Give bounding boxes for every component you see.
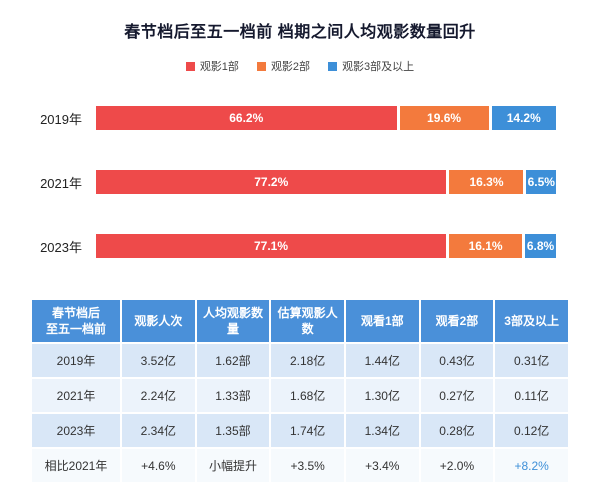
table-cell: 1.62部 <box>196 344 270 378</box>
bar-track: 77.2% 16.3% 6.5% <box>96 170 556 194</box>
bar-segment-watched-1: 66.2% <box>96 106 397 130</box>
header-cell-watched-3plus: 3部及以上 <box>495 300 568 343</box>
table-cell: 0.28亿 <box>420 414 494 448</box>
legend-item-watched-2: 观影2部 <box>256 58 311 74</box>
bar-row-2019: 2019年 66.2% 19.6% 14.2% <box>34 106 556 130</box>
table-cell: 2.34亿 <box>122 414 195 448</box>
table-row-vs-2021: 相比2021年 +4.6% 小幅提升 +3.5% +3.4% +2.0% +8.… <box>32 449 568 483</box>
legend-swatch-orange <box>256 61 266 71</box>
bar-value-label: 16.1% <box>468 239 503 253</box>
table-cell: +2.0% <box>420 449 494 483</box>
table-cell: 1.44亿 <box>345 344 419 378</box>
page-title: 春节档后至五一档前 档期之间人均观影数量回升 <box>124 24 476 41</box>
table-row-2021: 2021年 2.24亿 1.33部 1.68亿 1.30亿 0.27亿 0.11… <box>32 379 568 413</box>
row-label: 2021年 <box>32 379 120 413</box>
header-cell-period: 春节档后 至五一档前 <box>32 300 120 343</box>
table-cell: +3.4% <box>345 449 419 483</box>
legend-label: 观影1部 <box>199 61 239 73</box>
legend-item-watched-1: 观影1部 <box>185 58 239 74</box>
header-line-1: 春节档后 <box>51 306 100 320</box>
legend-swatch-blue <box>328 61 338 71</box>
table-cell: 0.27亿 <box>420 379 494 413</box>
stacked-bar-chart: 2019年 66.2% 19.6% 14.2% 2021年 77.2% 16.3… <box>0 106 600 258</box>
table-cell: 0.43亿 <box>420 344 494 378</box>
legend-label: 观影2部 <box>270 61 311 73</box>
table-row-2023: 2023年 2.34亿 1.35部 1.74亿 1.34亿 0.28亿 0.12… <box>32 414 568 448</box>
table-cell: 2.18亿 <box>271 344 344 378</box>
bar-value-label: 16.3% <box>469 175 504 189</box>
table-cell: 1.35部 <box>196 414 270 448</box>
header-cell-avg-count: 人均观影数量 <box>196 300 270 343</box>
bar-row-2023: 2023年 77.1% 16.1% 6.8% <box>34 234 556 258</box>
bar-segment-watched-3plus: 14.2% <box>491 106 556 130</box>
bar-segment-watched-2: 16.1% <box>449 234 523 258</box>
table-cell: 小幅提升 <box>196 449 270 483</box>
row-label: 相比2021年 <box>32 449 120 483</box>
bar-category-label: 2021年 <box>40 175 82 191</box>
bar-segment-watched-2: 19.6% <box>399 106 489 130</box>
bar-segment-watched-1: 77.1% <box>96 234 447 258</box>
bar-value-label: 19.6% <box>427 111 462 125</box>
bar-track: 77.1% 16.1% 6.8% <box>96 234 556 258</box>
header-cell-admissions: 观影人次 <box>122 300 195 343</box>
table-cell: +4.6% <box>122 449 195 483</box>
data-table: 春节档后 至五一档前 观影人次 人均观影数量 估算观影人数 观看1部 观看2部 … <box>30 298 570 484</box>
bar-segment-watched-1: 77.2% <box>96 170 447 194</box>
table-cell: 0.12亿 <box>495 414 568 448</box>
bar-value-label: 14.2% <box>506 111 541 125</box>
table-cell: 1.68亿 <box>271 379 344 413</box>
bar-segment-watched-3plus: 6.8% <box>525 234 556 258</box>
table-header-row: 春节档后 至五一档前 观影人次 人均观影数量 估算观影人数 观看1部 观看2部 … <box>32 300 568 343</box>
table-row-2019: 2019年 3.52亿 1.62部 2.18亿 1.44亿 0.43亿 0.31… <box>32 344 568 378</box>
table-cell: 1.33部 <box>196 379 270 413</box>
legend-swatch-red <box>185 61 195 71</box>
header-line-2: 至五一档前 <box>45 322 106 337</box>
row-label: 2019年 <box>32 344 120 378</box>
row-label: 2023年 <box>32 414 120 448</box>
bar-segment-watched-2: 16.3% <box>449 170 524 194</box>
table-cell: 3.52亿 <box>122 344 195 378</box>
table-cell: 2.24亿 <box>122 379 195 413</box>
header-cell-watched-2: 观看2部 <box>420 300 494 343</box>
header-cell-estimated-viewers: 估算观影人数 <box>271 300 344 343</box>
bar-category-label: 2023年 <box>40 239 82 255</box>
bar-value-label: 6.5% <box>527 175 555 189</box>
bar-category-label: 2019年 <box>40 111 82 127</box>
bar-value-label: 77.1% <box>254 239 289 253</box>
table-cell: 0.11亿 <box>495 379 568 413</box>
legend-item-watched-3plus: 观影3部及以上 <box>328 58 414 74</box>
bar-value-label: 77.2% <box>254 175 289 189</box>
legend: 观影1部 观影2部 观影3部及以上 <box>0 58 600 74</box>
legend-label: 观影3部及以上 <box>342 61 415 73</box>
bar-value-label: 6.8% <box>526 239 555 253</box>
table-cell: +3.5% <box>271 449 344 483</box>
table-cell: 0.31亿 <box>495 344 568 378</box>
header-cell-watched-1: 观看1部 <box>345 300 419 343</box>
table-cell: 1.74亿 <box>271 414 344 448</box>
bar-row-2021: 2021年 77.2% 16.3% 6.5% <box>34 170 556 194</box>
bar-track: 66.2% 19.6% 14.2% <box>96 106 556 130</box>
bar-value-label: 66.2% <box>229 111 264 125</box>
table-cell: 1.34亿 <box>345 414 419 448</box>
bar-segment-watched-3plus: 6.5% <box>526 170 556 194</box>
table-cell: 1.30亿 <box>345 379 419 413</box>
table-cell-highlight: +8.2% <box>495 449 568 483</box>
